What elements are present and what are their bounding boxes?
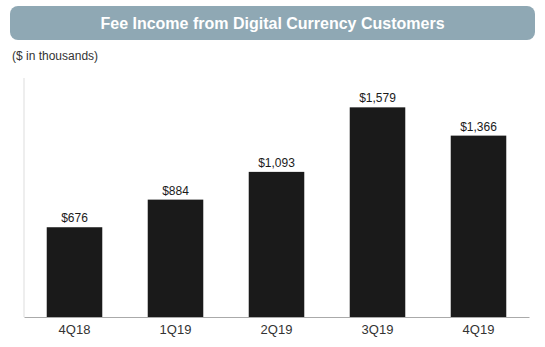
bar: [249, 172, 305, 317]
data-label: $1,366: [460, 120, 497, 134]
data-label: $676: [61, 211, 88, 225]
data-label: $1,579: [359, 91, 396, 105]
bars: [47, 107, 507, 317]
data-label: $884: [162, 184, 189, 198]
x-tick-label: 4Q18: [59, 322, 91, 337]
x-tick: 3Q19: [362, 317, 394, 337]
plot: $676 $884 $1,093 $1,579 $1,366 4Q18 1Q19 2Q19 3Q…: [24, 78, 530, 337]
x-tick: 4Q19: [463, 317, 495, 337]
x-axis-line: [25, 317, 530, 318]
bar: [350, 107, 406, 317]
bar: [148, 200, 204, 317]
title-bar: [10, 6, 535, 40]
data-labels: $676 $884 $1,093 $1,579 $1,366: [61, 91, 497, 225]
bar: [451, 136, 507, 317]
x-tick: 2Q19: [261, 317, 293, 337]
bar: [47, 227, 103, 317]
x-tick-label: 4Q19: [463, 322, 495, 337]
x-tick: 4Q18: [59, 317, 91, 337]
subtitle: ($ in thousands): [12, 49, 98, 63]
data-label: $1,093: [258, 156, 295, 170]
title: Fee Income from Digital Currency Custome…: [100, 15, 444, 32]
x-tick-label: 3Q19: [362, 322, 394, 337]
x-axis: 4Q18 1Q19 2Q19 3Q19 4Q19: [25, 317, 530, 337]
x-tick: 1Q19: [160, 317, 192, 337]
x-tick-label: 1Q19: [160, 322, 192, 337]
chart: Fee Income from Digital Currency Custome…: [0, 0, 545, 347]
x-tick-label: 2Q19: [261, 322, 293, 337]
y-axis-line: [24, 78, 25, 317]
